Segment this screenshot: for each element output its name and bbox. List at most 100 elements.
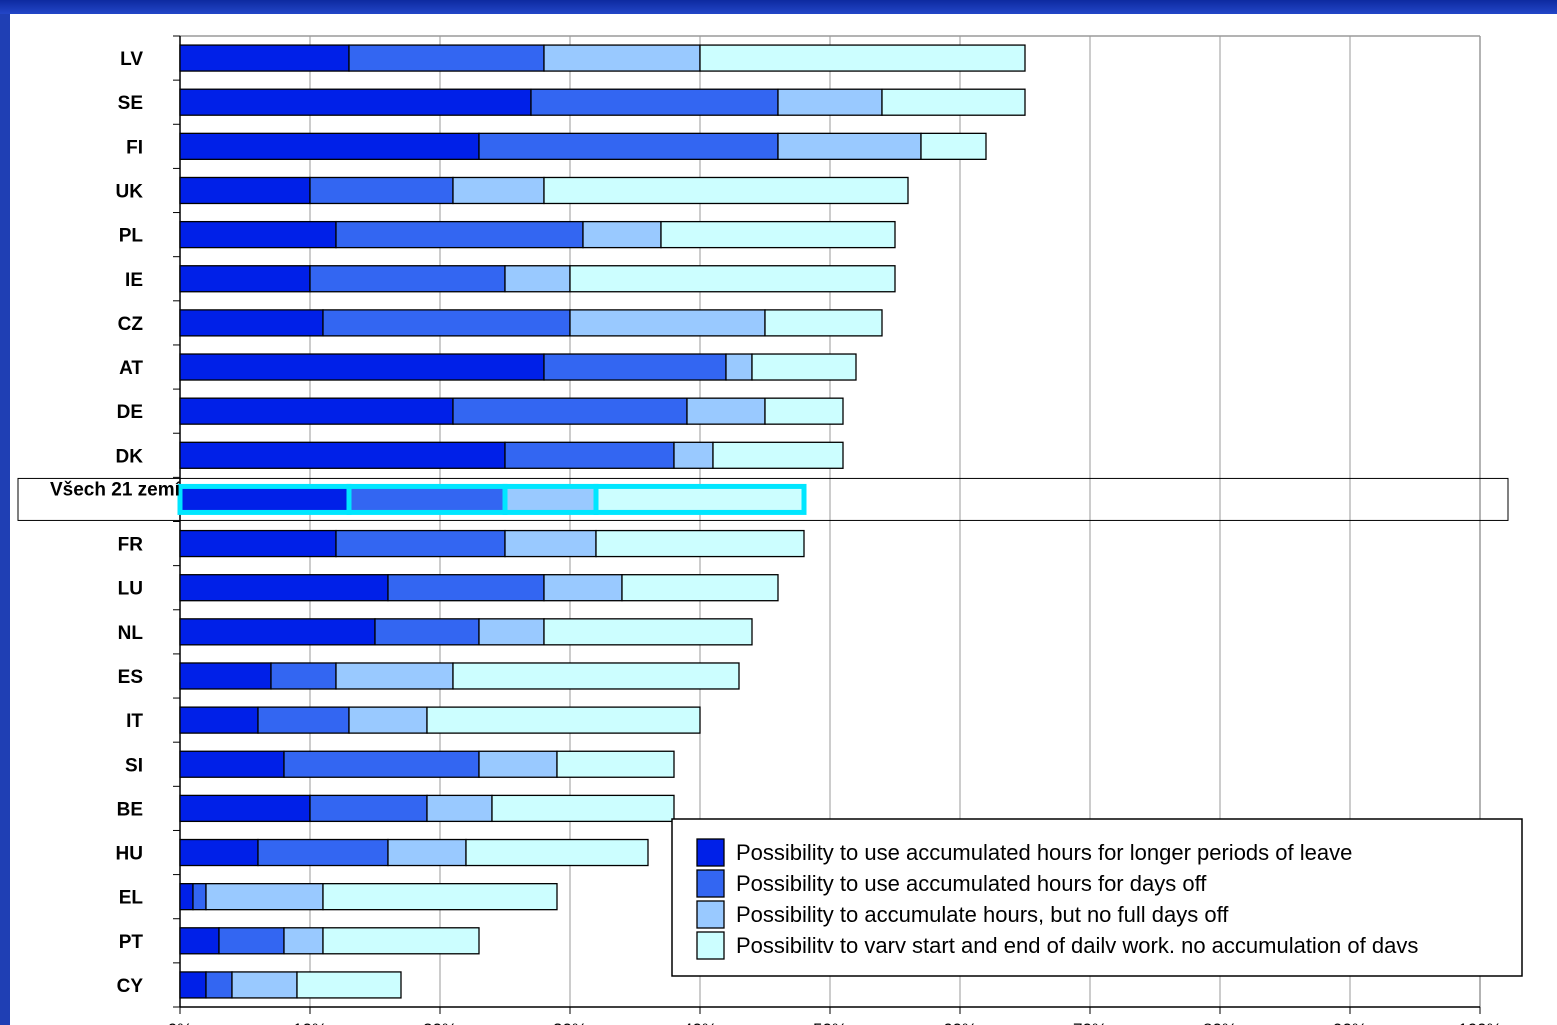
bar-segment-es-s3: [335, 662, 454, 690]
bar-segment-vsech-21-zemi-s4: [593, 483, 807, 515]
bar-segment-be-s3: [426, 794, 493, 823]
bar-segment-cz-s3: [569, 309, 766, 337]
bar-segment-pt-s3: [283, 927, 324, 955]
bar-segment-fr-s1: [179, 529, 337, 558]
bar-segment-dk-s1: [179, 441, 506, 469]
bar-segment-se-s1: [179, 88, 532, 116]
bar-segment-cz-s1: [179, 309, 324, 337]
bar-segment-se-s2: [530, 88, 779, 116]
bar-segment-es-s1: [179, 662, 272, 690]
x-tick-label: 10%: [293, 1020, 327, 1025]
bar-segment-vsech-21-zemi-s3: [502, 483, 599, 515]
bar-segment-fi-s1: [179, 132, 480, 160]
bar-segment-ie-s4: [569, 265, 896, 293]
category-label-hu: HU: [116, 844, 143, 865]
x-tick-label: 80%: [1203, 1020, 1237, 1025]
bar-segment-cy-s4: [296, 971, 402, 999]
bar-segment-si-s2: [283, 750, 480, 778]
bar-segment-se-s4: [881, 88, 1026, 116]
bar-segment-el-s3: [205, 883, 324, 911]
highlight-row-frame: [17, 477, 1509, 521]
legend-swatch: [696, 931, 725, 960]
legend-label: Possibility to accumulate hours, but no …: [736, 902, 1229, 927]
bar-segment-it-s1: [179, 706, 259, 734]
bar-segment-fi-s4: [920, 132, 987, 160]
bar-segment-pt-s4: [322, 927, 480, 955]
bar-segment-vsech-21-zemi-s2: [346, 483, 508, 515]
bar-segment-pl-s3: [582, 220, 662, 249]
bar-segment-ie-s2: [309, 265, 506, 293]
category-label-lu: LU: [118, 579, 143, 600]
category-label-it: IT: [126, 711, 143, 732]
category-label-vsech-21-zemi: Všech 21 zemí: [50, 479, 181, 500]
category-label-uk: UK: [116, 181, 144, 202]
bar-segment-si-s4: [556, 750, 675, 778]
category-label-pl: PL: [119, 226, 144, 247]
legend-swatch: [696, 900, 725, 929]
category-label-fr: FR: [118, 535, 144, 556]
bar-segment-uk-s3: [452, 176, 545, 205]
category-label-at: AT: [119, 358, 143, 379]
category-label-nl: NL: [118, 623, 144, 644]
bar-segment-pl-s4: [660, 220, 896, 249]
bar-segment-at-s1: [179, 353, 545, 381]
legend-label: Possibility to use accumulated hours for…: [736, 840, 1352, 865]
category-label-pt: PT: [119, 932, 144, 953]
bar-segment-dk-s3: [673, 441, 714, 469]
x-tick-label: 90%: [1333, 1020, 1367, 1025]
bar-segment-cz-s4: [764, 309, 883, 337]
category-label-se: SE: [118, 93, 143, 114]
bar-segment-it-s4: [426, 706, 701, 734]
legend-label: Possibilitv to varv start and end of dai…: [736, 933, 1418, 958]
bar-segment-lu-s2: [387, 574, 545, 602]
bar-segment-cz-s2: [322, 309, 571, 337]
x-tick-label: 60%: [943, 1020, 977, 1025]
bar-segment-at-s2: [543, 353, 727, 381]
bar-segment-el-s1: [179, 883, 194, 911]
bar-segment-cy-s2: [205, 971, 233, 999]
bar-segment-lv-s1: [179, 44, 350, 72]
bar-segment-es-s4: [452, 662, 740, 690]
bar-segment-fi-s2: [478, 132, 779, 160]
title-bar-strip: [0, 0, 1557, 14]
chart-panel: 0% 10% 20% 30% 40% 50% 60% 70% 80% 90% 100% LV SE FI U…: [10, 14, 1557, 1025]
category-label-de: DE: [117, 402, 143, 423]
bar-segment-es-s2: [270, 662, 337, 690]
bar-segment-nl-s4: [543, 618, 753, 646]
bar-segment-ie-s1: [179, 265, 311, 293]
bar-segment-el-s2: [192, 883, 207, 911]
category-label-el: EL: [119, 888, 144, 909]
bar-segment-dk-s4: [712, 441, 844, 469]
bar-segment-fr-s4: [595, 529, 805, 558]
category-label-fi: FI: [126, 137, 143, 158]
bar-segment-at-s3: [725, 353, 753, 381]
category-label-ie: IE: [125, 270, 143, 291]
bar-segment-el-s4: [322, 883, 558, 911]
x-tick-label: 30%: [553, 1020, 587, 1025]
category-label-si: SI: [125, 755, 143, 776]
bar-segment-nl-s2: [374, 618, 480, 646]
legend-box: [671, 818, 1523, 977]
bar-segment-hu-s4: [465, 838, 649, 867]
bar-segment-be-s4: [491, 794, 675, 823]
bar-segment-de-s3: [686, 397, 766, 425]
bar-segment-cy-s3: [231, 971, 298, 999]
stacked-bar-chart: 0% 10% 20% 30% 40% 50% 60% 70% 80% 90% 100% LV SE FI U…: [17, 35, 1523, 1025]
x-tick-label: 70%: [1073, 1020, 1107, 1025]
bar-segment-si-s1: [179, 750, 285, 778]
bar-segment-uk-s2: [309, 176, 454, 205]
x-tick-label: 0%: [168, 1020, 193, 1025]
bar-segment-it-s3: [348, 706, 428, 734]
x-tick-label: 100%: [1458, 1020, 1501, 1025]
category-label-be: BE: [117, 799, 143, 820]
bar-segment-nl-s1: [179, 618, 376, 646]
bar-segment-si-s3: [478, 750, 558, 778]
bar-segment-uk-s1: [179, 176, 311, 205]
bar-segment-de-s4: [764, 397, 844, 425]
bar-segment-pl-s2: [335, 220, 584, 249]
bar-segment-pt-s2: [218, 927, 285, 955]
bar-segment-nl-s3: [478, 618, 545, 646]
bar-segment-lv-s2: [348, 44, 545, 72]
bar-segment-be-s1: [179, 794, 311, 823]
bar-segment-hu-s3: [387, 838, 467, 867]
